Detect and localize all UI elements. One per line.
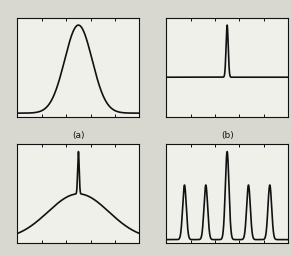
- Text: (b): (b): [221, 131, 233, 140]
- Text: (a): (a): [72, 131, 85, 140]
